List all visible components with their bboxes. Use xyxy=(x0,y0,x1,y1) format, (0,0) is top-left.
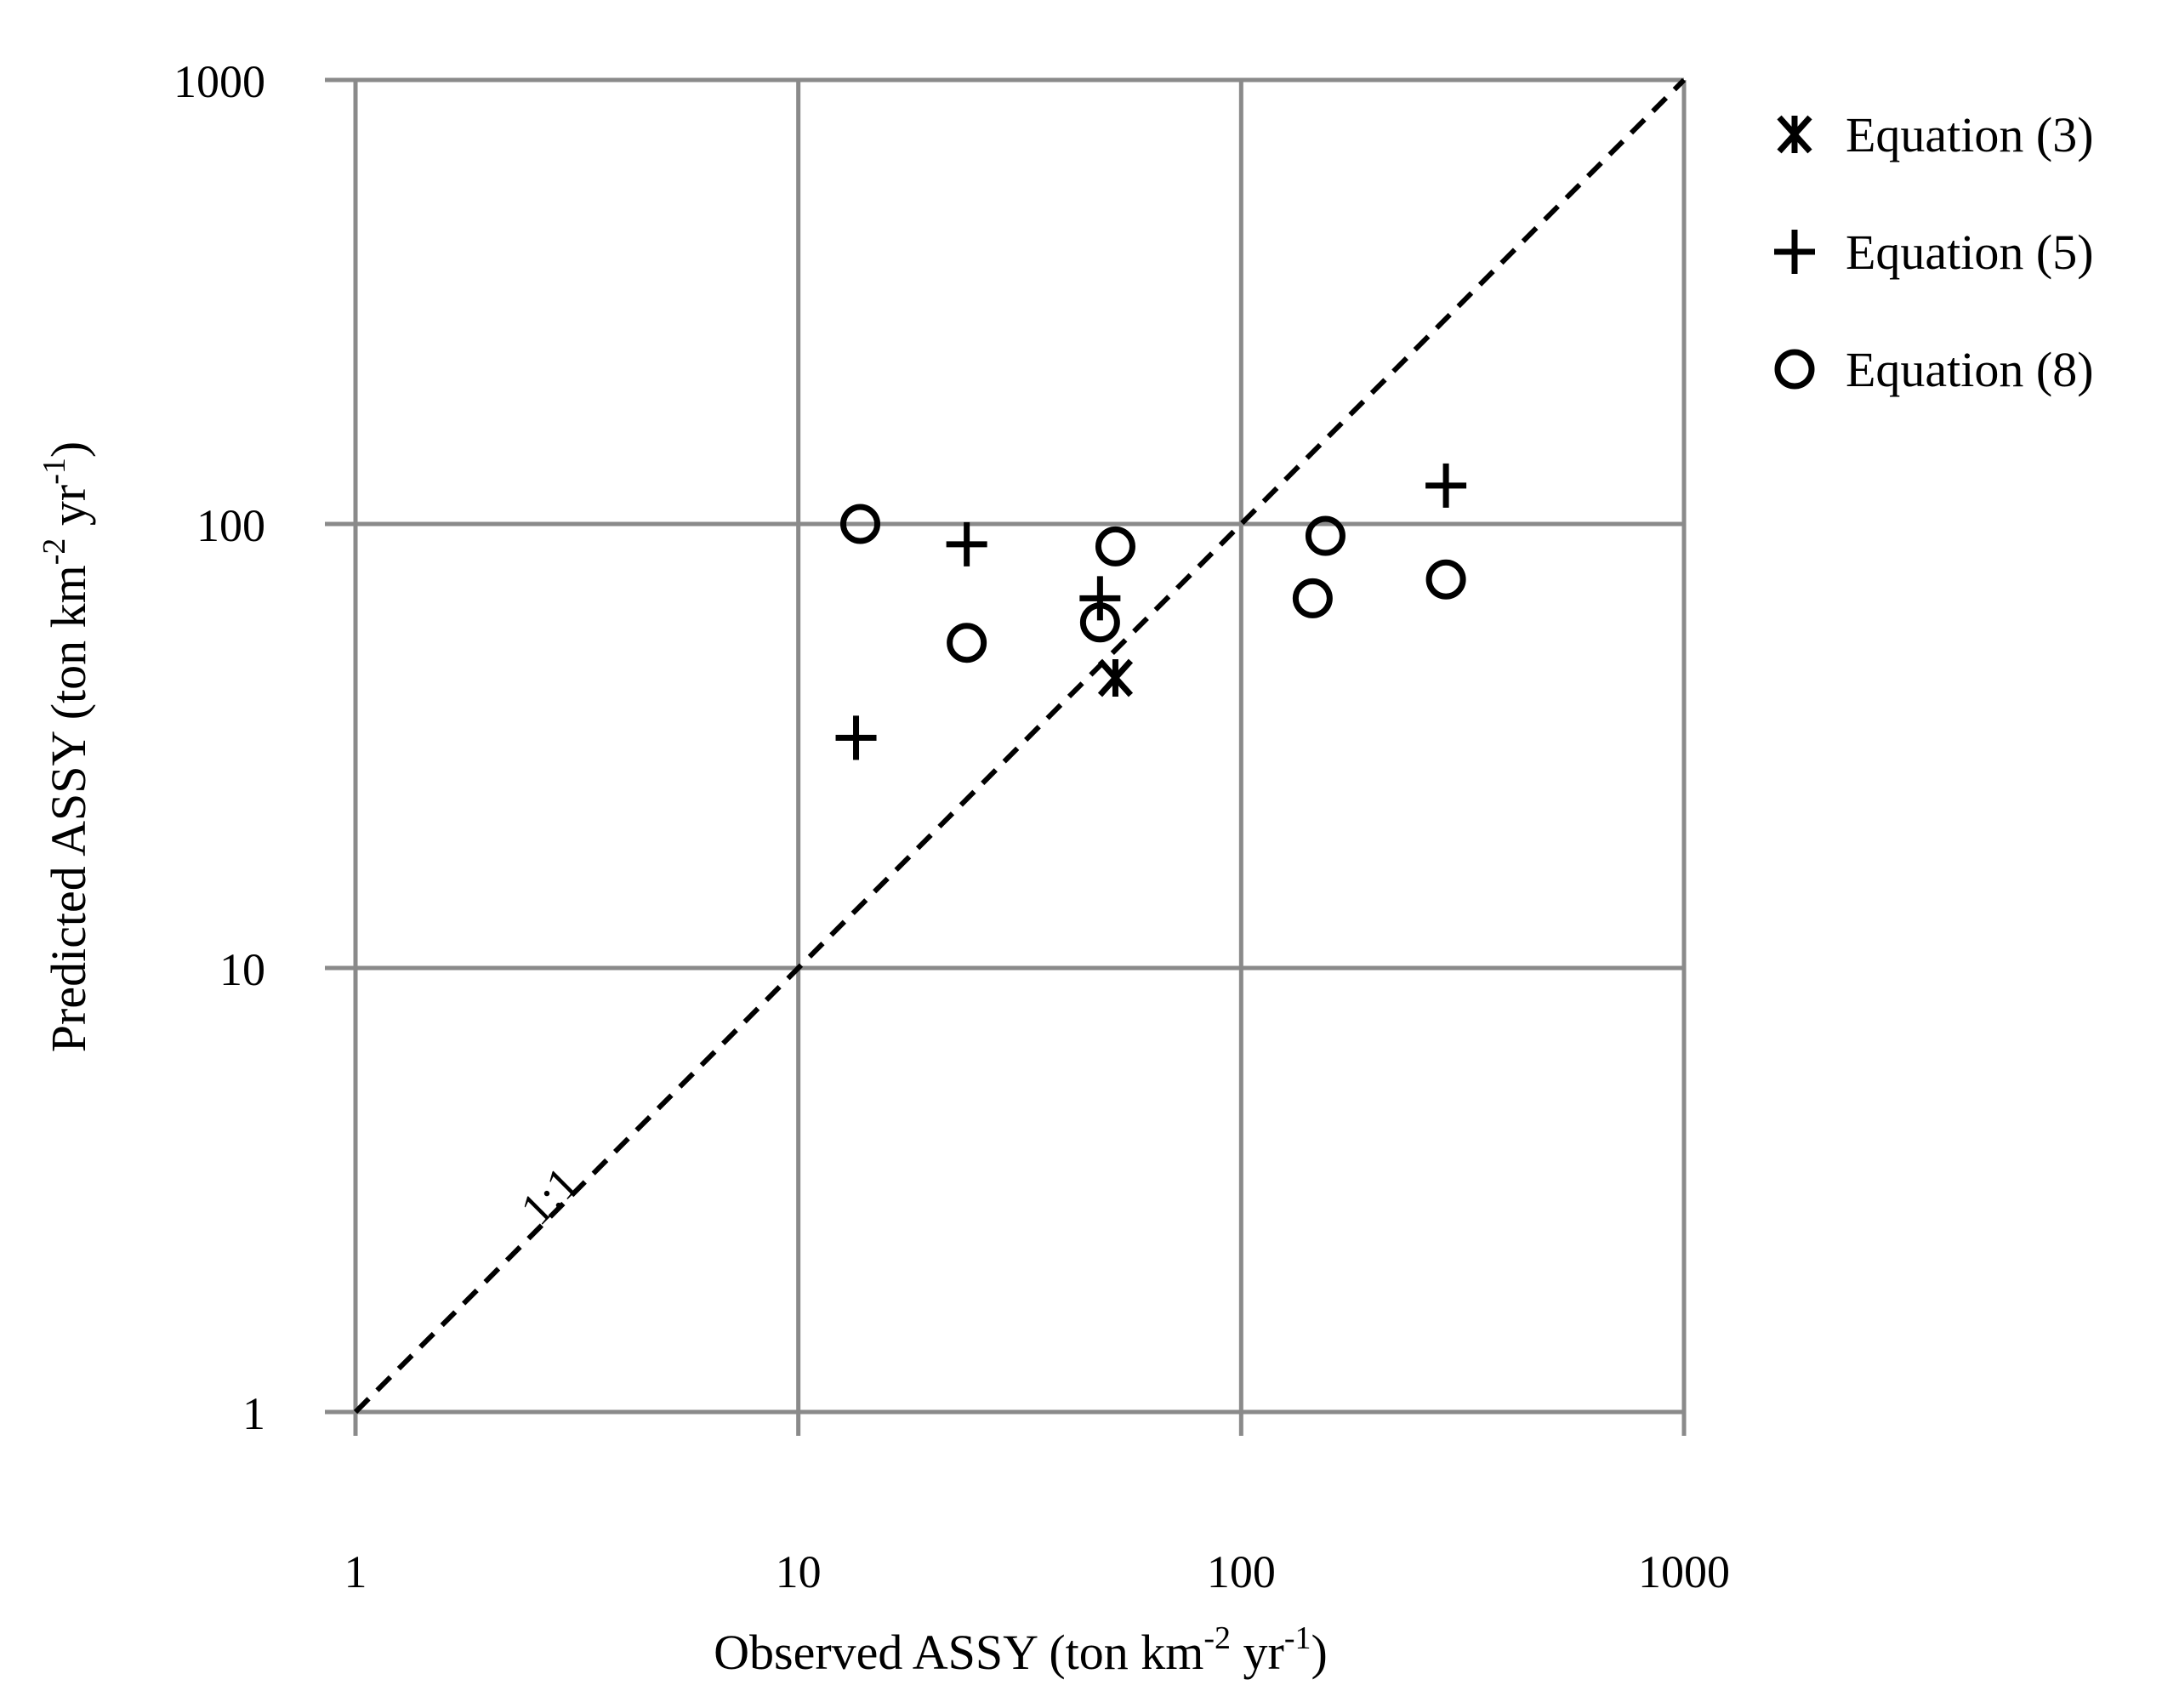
y-tick-label: 10 xyxy=(219,944,265,995)
y-tick-label: 100 xyxy=(196,500,265,551)
tick-labels: 1 10 100 1000 1 10 100 1000 xyxy=(174,56,1730,1597)
one-to-one-line xyxy=(353,77,1687,1415)
data-point-circle xyxy=(947,623,987,663)
legend-entry-label: Equation (8) xyxy=(1846,342,2094,397)
data-point-circle xyxy=(839,504,880,544)
data-point-circle xyxy=(1079,602,1120,643)
legend-entry-label: Equation (5) xyxy=(1846,225,2094,280)
data-point-circle xyxy=(1095,526,1135,566)
y-tick-label: 1 xyxy=(242,1388,265,1439)
one-to-one-label: 1:1 xyxy=(510,1157,588,1234)
grid-lines xyxy=(325,77,1687,1436)
legend-marker-circle xyxy=(1774,349,1815,390)
legend: Equation (3) Equation (5) Equation (8) xyxy=(1774,107,2094,397)
data-point-asterisk xyxy=(1097,658,1134,697)
data-point-plus xyxy=(946,521,987,566)
data-points xyxy=(835,463,1467,760)
reference-line-group: 1:1 xyxy=(353,77,1687,1415)
legend-entry-label: Equation (3) xyxy=(1846,107,2094,162)
legend-marker-plus xyxy=(1774,230,1815,274)
data-point-plus xyxy=(835,715,877,760)
x-axis-label: Observed ASSY (ton km-2 yr-1) xyxy=(714,1620,1328,1680)
y-tick-label: 1000 xyxy=(174,56,265,107)
x-tick-label: 1000 xyxy=(1638,1546,1730,1597)
x-tick-label: 1 xyxy=(344,1546,367,1597)
x-tick-label: 100 xyxy=(1207,1546,1276,1597)
data-point-circle xyxy=(1425,559,1466,600)
data-point-circle xyxy=(1305,515,1346,556)
data-point-circle xyxy=(1292,578,1333,618)
y-axis-label: Predicted ASSY (ton km-2 yr-1) xyxy=(37,441,96,1052)
data-point-plus xyxy=(1079,576,1121,621)
data-point-plus xyxy=(1425,463,1467,508)
x-tick-label: 10 xyxy=(776,1546,822,1597)
legend-marker-asterisk xyxy=(1777,115,1812,154)
